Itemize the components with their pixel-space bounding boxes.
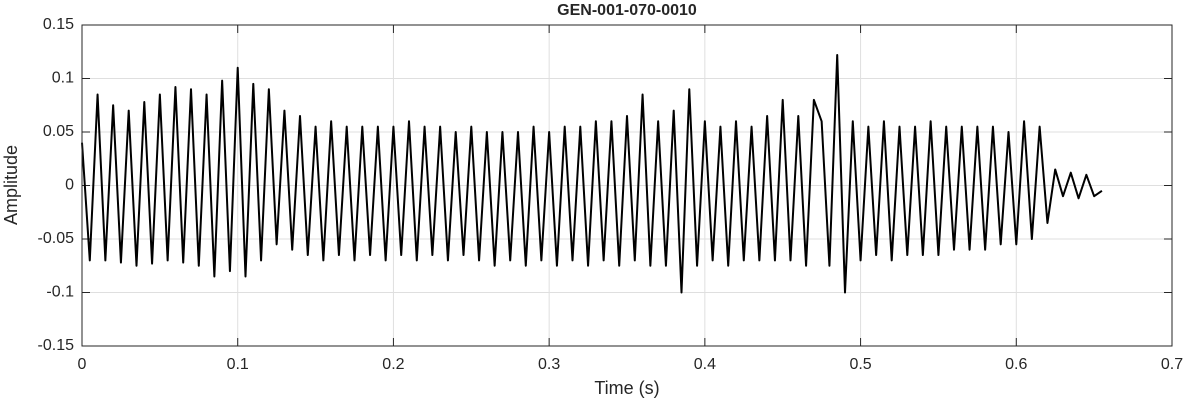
y-tick-label: 0.15 — [43, 16, 74, 33]
x-tick-label: 0.1 — [227, 356, 249, 373]
x-tick-label: 0.2 — [382, 356, 404, 373]
chart-title: GEN-001-070-0010 — [557, 2, 697, 19]
y-tick-label: 0 — [65, 177, 74, 194]
x-tick-label: 0.4 — [694, 356, 716, 373]
y-tick-label: -0.1 — [46, 284, 74, 301]
x-tick-label: 0.6 — [1005, 356, 1027, 373]
x-axis-label: Time (s) — [594, 378, 659, 398]
x-tick-label: 0 — [78, 356, 87, 373]
axes-box — [81, 24, 1173, 347]
y-tick-label: 0.05 — [43, 123, 74, 140]
y-tick-label: 0.1 — [52, 70, 74, 87]
y-axis-label: Amplitude — [1, 145, 21, 225]
y-tick-label: -0.05 — [38, 230, 75, 247]
x-tick-label: 0.7 — [1161, 356, 1183, 373]
x-tick-label: 0.5 — [849, 356, 871, 373]
y-tick-label: -0.15 — [38, 337, 75, 354]
x-tick-label: 0.3 — [538, 356, 560, 373]
waveform — [81, 53, 1103, 294]
